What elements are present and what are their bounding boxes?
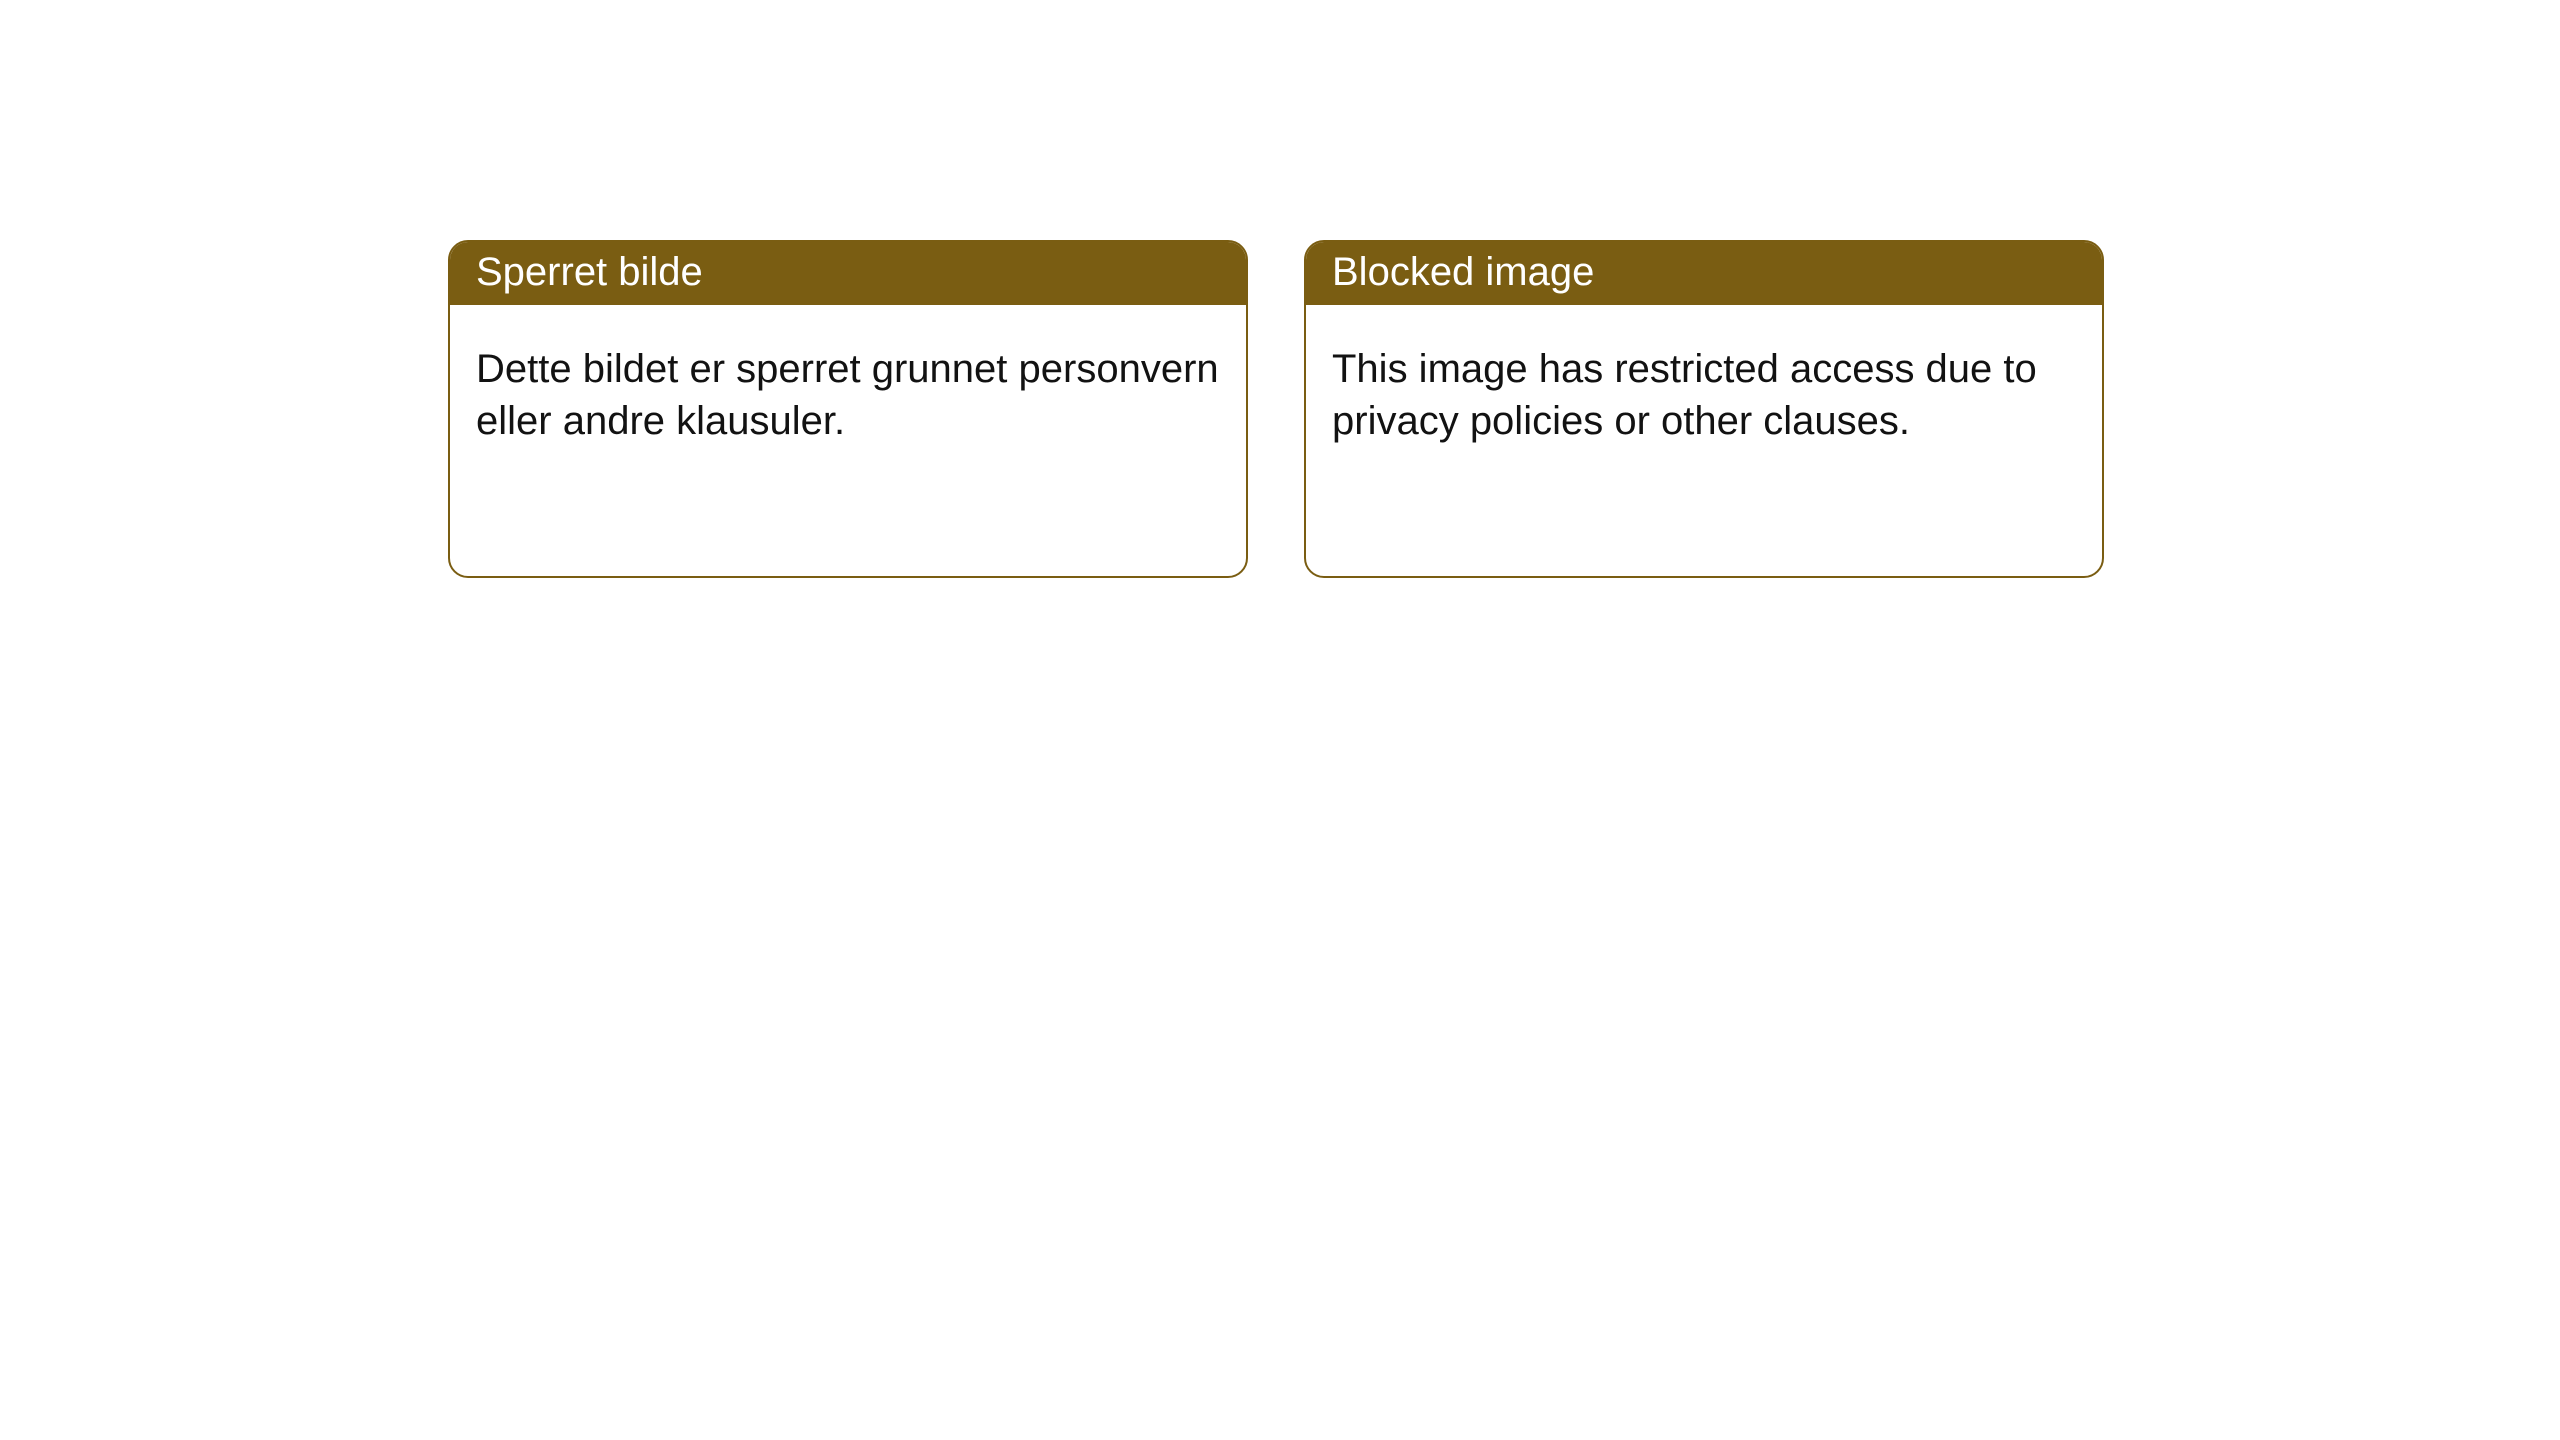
- notice-card-title: Sperret bilde: [450, 242, 1246, 305]
- notice-container: Sperret bilde Dette bildet er sperret gr…: [0, 0, 2560, 578]
- notice-card-title: Blocked image: [1306, 242, 2102, 305]
- notice-card-body: Dette bildet er sperret grunnet personve…: [450, 305, 1246, 473]
- notice-card-english: Blocked image This image has restricted …: [1304, 240, 2104, 578]
- notice-card-body: This image has restricted access due to …: [1306, 305, 2102, 473]
- notice-card-norwegian: Sperret bilde Dette bildet er sperret gr…: [448, 240, 1248, 578]
